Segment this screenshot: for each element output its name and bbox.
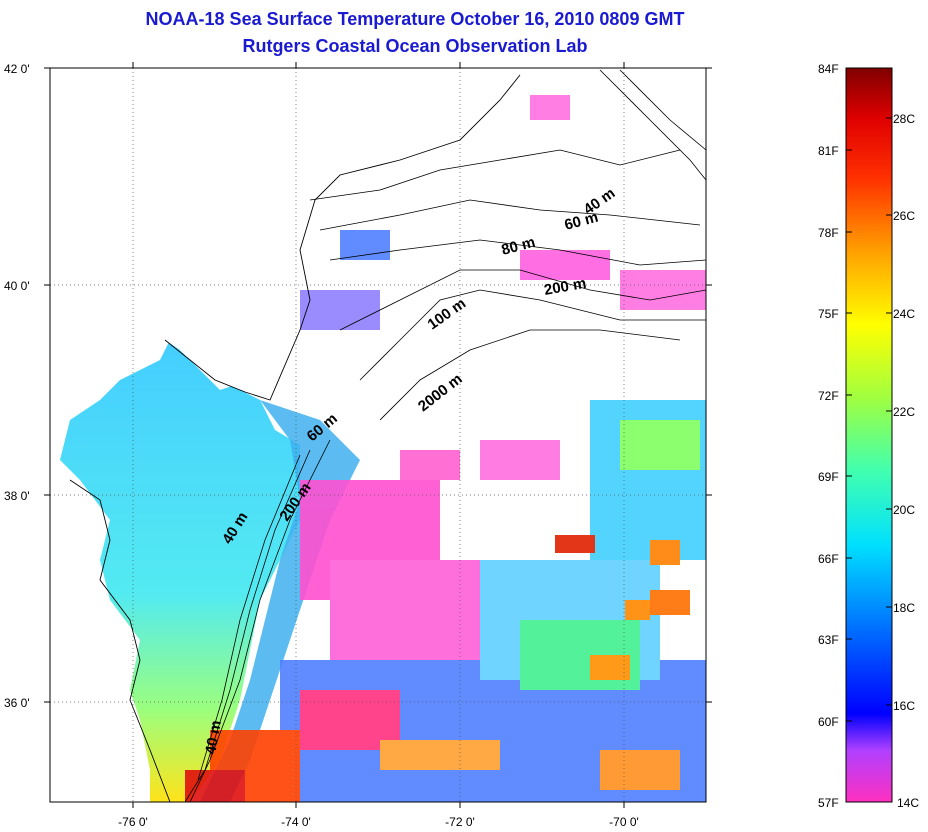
map-subtitle: Rutgers Coastal Ocean Observation Lab: [242, 36, 588, 56]
coastline: [69, 74, 521, 802]
land-northeast: [50, 68, 520, 400]
offshore-sst-field: [185, 95, 706, 802]
cb-c-24: 24C: [893, 307, 915, 321]
lon-label-72: -72 0': [445, 815, 475, 829]
lon-label-74: -74 0': [281, 815, 311, 829]
cb-c-14: 14C: [897, 796, 919, 810]
lon-label-76: -76 0': [118, 815, 148, 829]
cb-f-75: 75F: [818, 307, 839, 321]
lat-label-40: 40 0': [4, 279, 30, 293]
depth-label-40c: 40 m: [202, 719, 225, 756]
lon-label-70: -70 0': [609, 815, 639, 829]
cb-f-72: 72F: [818, 389, 839, 403]
colorbar-gradient: [845, 67, 893, 803]
graticule: [50, 68, 706, 802]
lat-label-36: 36 0': [4, 696, 30, 710]
bathymetry-contours: [184, 69, 706, 802]
lat-label-38: 38 0': [4, 489, 30, 503]
cb-f-63: 63F: [818, 633, 839, 647]
cb-c-18: 18C: [893, 601, 915, 615]
map-title: NOAA-18 Sea Surface Temperature October …: [145, 9, 685, 29]
lat-label-42: 42 0': [4, 62, 30, 76]
cb-f-60: 60F: [818, 715, 839, 729]
cb-c-26: 26C: [893, 209, 915, 223]
cb-f-78: 78F: [818, 226, 839, 240]
cb-c-22: 22C: [893, 405, 915, 419]
colorbar: 84F 81F 78F 75F 72F 69F 66F 63F 60F 57F …: [818, 62, 919, 810]
cb-f-66: 66F: [818, 552, 839, 566]
cb-f-57: 57F: [818, 796, 839, 810]
cb-f-81: 81F: [818, 144, 839, 158]
cb-c-20: 20C: [893, 503, 915, 517]
cb-f-84: 84F: [818, 62, 839, 76]
cb-c-28: 28C: [893, 112, 915, 126]
chesapeake-bay: [60, 340, 300, 802]
cb-f-69: 69F: [818, 470, 839, 484]
cb-c-16: 16C: [893, 699, 915, 713]
